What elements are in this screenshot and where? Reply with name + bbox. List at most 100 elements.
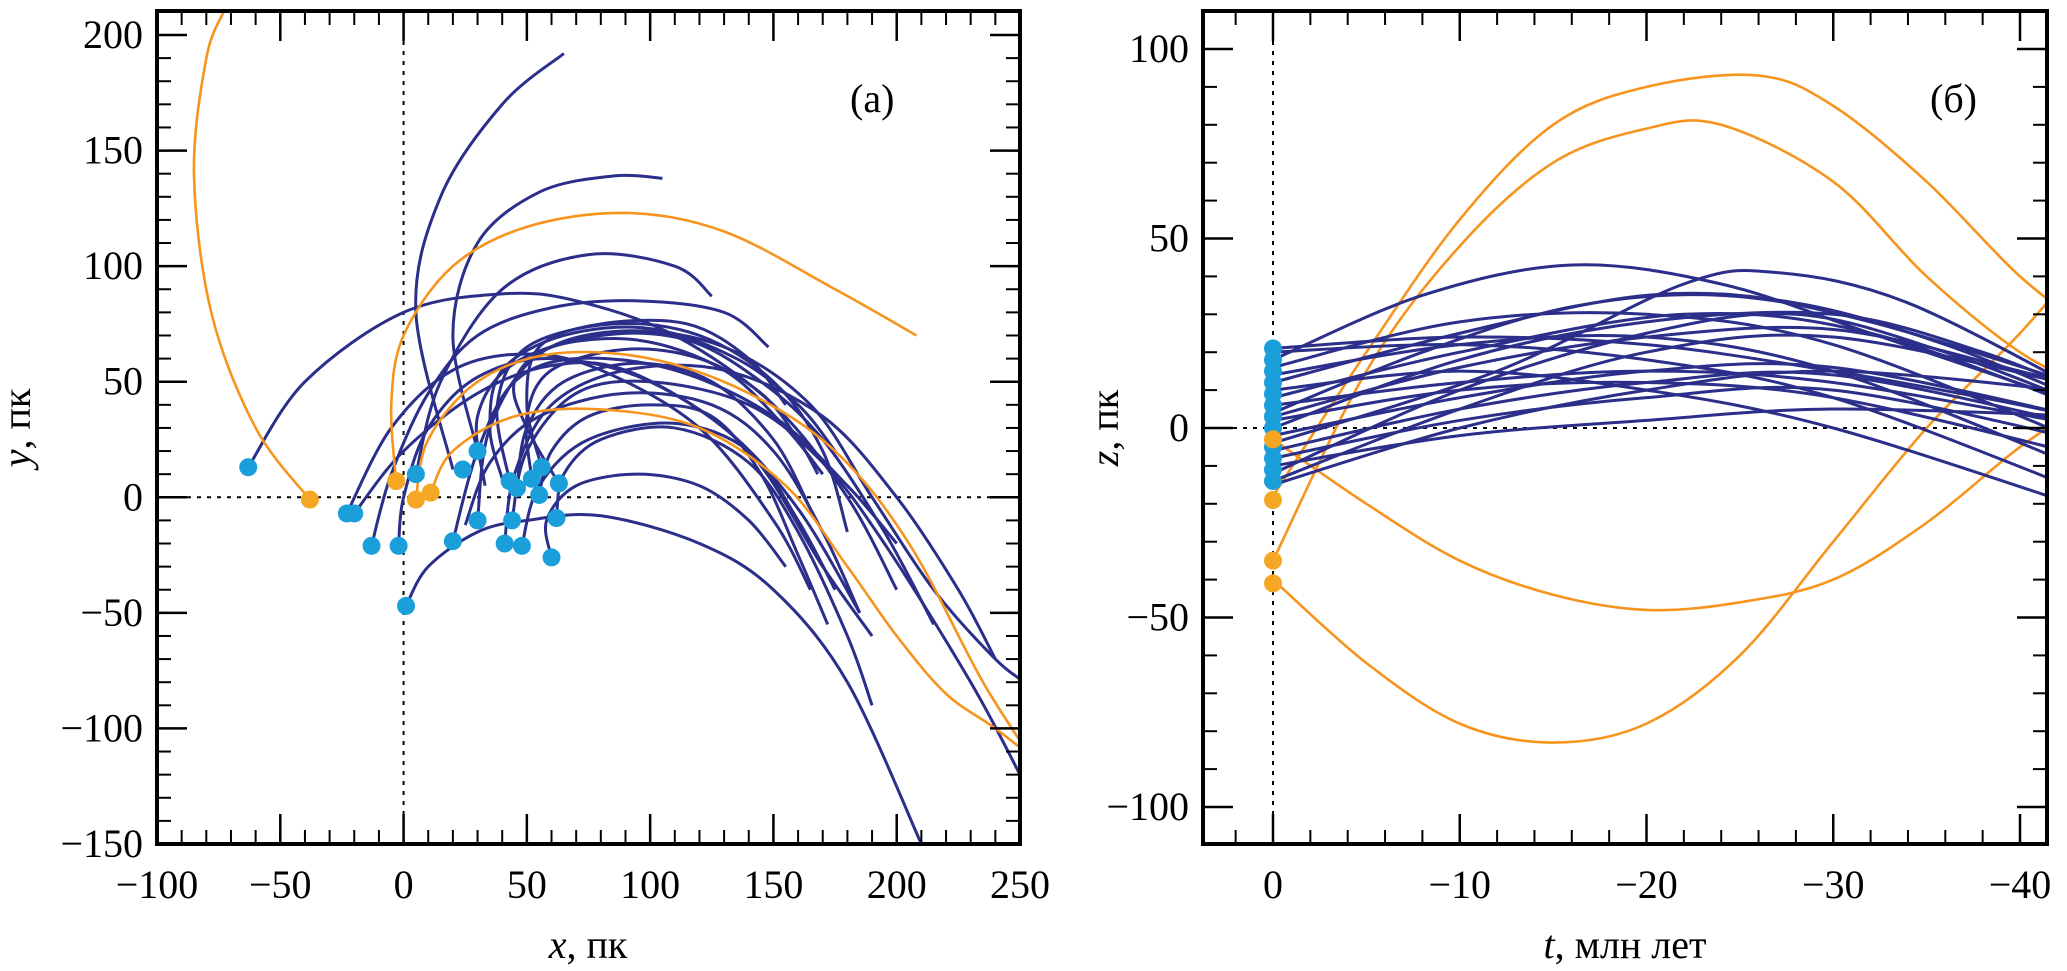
track-blue <box>1272 342 2047 480</box>
start-point-orange <box>1264 551 1282 570</box>
start-point-blue <box>532 458 551 477</box>
start-point-blue <box>362 536 381 555</box>
t-var: t <box>1544 922 1556 967</box>
y-tick-label: 100 <box>83 243 143 288</box>
start-point-blue <box>389 536 408 555</box>
start-point-orange <box>421 483 440 502</box>
track-blue <box>544 472 787 568</box>
panel-a-x-axis-title: x, пк <box>548 922 628 967</box>
y-tick-label: −150 <box>60 821 143 866</box>
start-point-blue <box>495 534 514 553</box>
y-tick-label: −100 <box>60 705 143 750</box>
start-point-blue <box>397 596 416 615</box>
y-tick-label: 0 <box>123 474 143 519</box>
track-blue <box>1272 333 2047 483</box>
start-point-blue <box>468 442 487 461</box>
track-orange <box>1272 426 2047 612</box>
x-tick-label: 0 <box>394 862 414 907</box>
track-blue <box>1272 269 2047 445</box>
start-point-blue <box>547 509 566 528</box>
track-blue <box>476 329 1020 681</box>
x-tick-label: −40 <box>1989 862 2052 907</box>
y-var: y <box>0 449 39 471</box>
start-point-blue <box>507 479 526 498</box>
y-tick-label: 50 <box>103 359 143 404</box>
start-point-orange <box>406 490 425 509</box>
start-point-blue <box>443 532 462 551</box>
y-unit: , пк <box>0 388 39 449</box>
z-unit: , пк <box>1082 389 1127 450</box>
y-tick-label: −50 <box>80 590 143 635</box>
tracks-group <box>192 11 1020 844</box>
start-point-blue <box>345 504 364 523</box>
start-point-blue <box>239 458 258 477</box>
track-blue <box>537 403 830 626</box>
y-tick-label: −50 <box>1126 595 1189 640</box>
y-tick-label: 200 <box>83 12 143 57</box>
x-var: x <box>548 922 567 967</box>
track-blue <box>414 252 713 475</box>
track-blue <box>1272 362 2047 438</box>
start-point-blue <box>453 460 472 479</box>
track-blue <box>1272 370 2047 453</box>
track-orange <box>429 407 1020 750</box>
x-tick-label: −30 <box>1802 862 1865 907</box>
start-point-orange <box>300 490 319 509</box>
track-blue <box>510 379 1020 776</box>
y-tick-label: 150 <box>83 128 143 173</box>
track-blue <box>474 331 936 626</box>
panel-b-tz-plot: (б) t, млн лет z, пк 0 −10 −20 −30 −40 −100 −5… <box>1082 9 2052 967</box>
track-orange <box>192 11 311 501</box>
track-blue <box>495 321 849 533</box>
track-blue <box>1272 369 2047 487</box>
start-point-blue <box>1264 472 1282 491</box>
y-tick-label: 0 <box>1169 405 1189 450</box>
track-blue <box>397 357 874 637</box>
track-blue <box>1272 325 2047 419</box>
tracks-group <box>1264 73 2047 744</box>
y-tick-label: −100 <box>1106 784 1189 829</box>
track-blue <box>1272 311 2047 429</box>
start-point-blue <box>406 465 425 484</box>
panel-b-label: (б) <box>1930 76 1977 121</box>
track-orange <box>389 211 918 482</box>
track-blue <box>488 325 837 480</box>
panel-b-y-axis-title: z, пк <box>1082 389 1127 467</box>
start-point-orange <box>1264 430 1282 449</box>
x-unit: , пк <box>566 922 627 967</box>
z-var: z <box>1082 450 1127 467</box>
start-point-blue <box>503 511 522 530</box>
track-orange <box>414 350 1020 744</box>
panel-a-label: (а) <box>850 76 894 121</box>
track-blue <box>1272 311 2047 400</box>
start-point-blue <box>512 536 531 555</box>
track-orange <box>1271 73 2047 497</box>
x-tick-label: 0 <box>1263 862 1283 907</box>
start-point-orange <box>387 472 406 491</box>
x-tick-label: −20 <box>1615 862 1678 907</box>
x-tick-label: 100 <box>620 862 680 907</box>
track-blue <box>1272 369 2047 498</box>
x-tick-label: 50 <box>507 862 547 907</box>
x-tick-label: 200 <box>867 862 927 907</box>
y-tick-label: 50 <box>1149 216 1189 261</box>
start-point-blue <box>549 474 568 493</box>
track-blue <box>414 52 565 470</box>
x-tick-label: 150 <box>743 862 803 907</box>
track-blue <box>525 318 787 468</box>
panel-a-y-axis-title: y, пк <box>0 388 39 471</box>
x-tick-label: −100 <box>116 862 199 907</box>
track-blue <box>1272 310 2047 430</box>
x-tick-label: 250 <box>990 862 1050 907</box>
track-blue <box>1272 335 2047 413</box>
track-blue <box>520 421 837 591</box>
track-blue <box>1272 293 2047 415</box>
start-point-orange <box>1264 491 1282 510</box>
start-point-blue <box>468 511 487 530</box>
start-point-blue <box>530 485 549 504</box>
t-unit: , млн лет <box>1555 922 1707 967</box>
track-blue <box>512 337 824 485</box>
panel-b-x-axis-title: t, млн лет <box>1544 922 1707 967</box>
panel-a-xy-plot: (а) x, пк y, пк −100−50050100150200250−1… <box>0 9 1050 967</box>
